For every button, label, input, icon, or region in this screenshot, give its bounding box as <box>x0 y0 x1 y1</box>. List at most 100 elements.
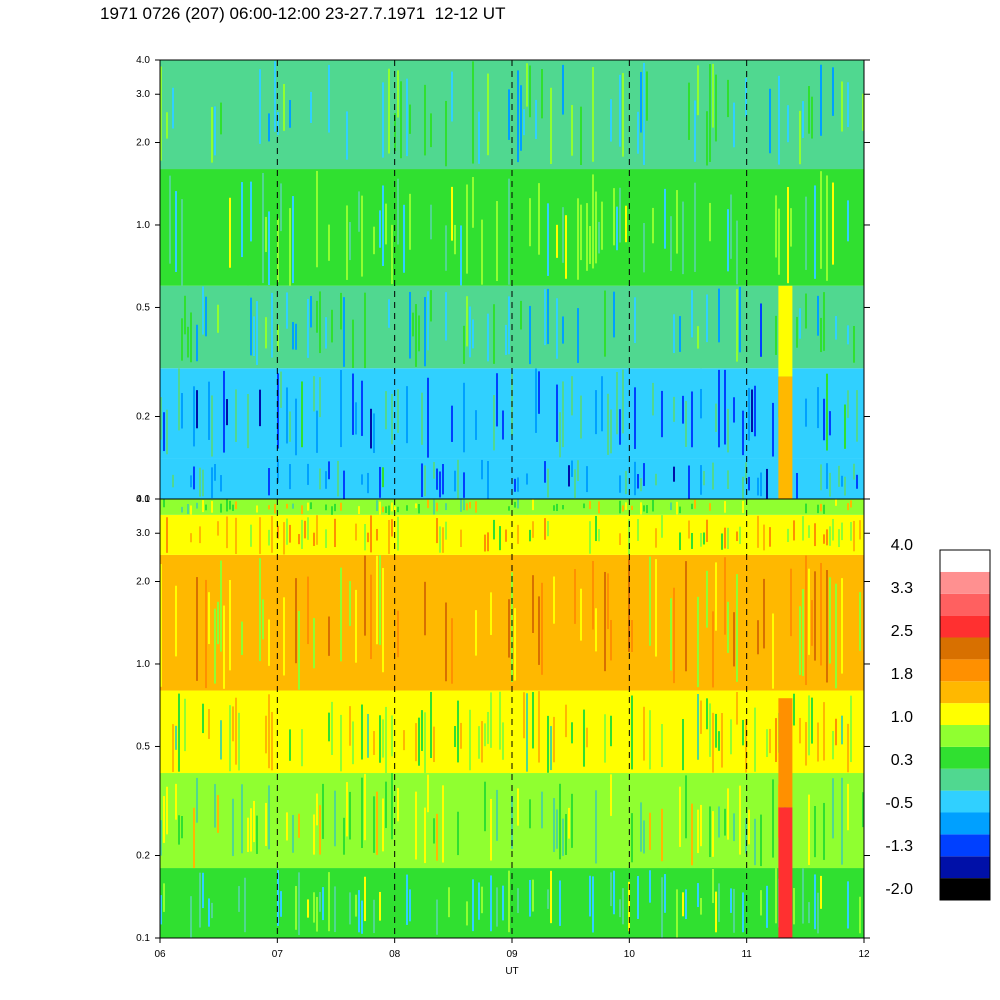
heatmap-cell <box>664 286 666 363</box>
heatmap-cell <box>190 533 192 543</box>
heatmap-cell <box>490 692 492 748</box>
heatmap-cell <box>373 413 375 453</box>
heatmap-cell <box>388 782 390 818</box>
heatmap-cell <box>202 570 204 631</box>
heatmap-cell <box>328 712 330 742</box>
heatmap-cell <box>817 892 819 934</box>
heatmap-cell <box>727 788 729 840</box>
heatmap-cell <box>274 527 276 555</box>
heatmap-cell <box>589 875 591 917</box>
heatmap-cell <box>340 292 342 330</box>
heatmap-cell <box>787 186 789 284</box>
heatmap-cell <box>229 579 231 671</box>
heatmap-cell <box>526 693 528 772</box>
heatmap-cell <box>445 503 447 511</box>
heatmap-cell <box>160 471 162 499</box>
heatmap-cell <box>619 475 621 493</box>
heatmap-cell <box>463 325 465 364</box>
heatmap-cell <box>610 872 612 907</box>
heatmap-cell <box>283 83 285 131</box>
heatmap-cell <box>529 65 531 118</box>
heatmap-cell <box>382 467 384 488</box>
heatmap-cell <box>355 523 357 541</box>
heatmap-cell <box>796 472 798 499</box>
heatmap-cell <box>544 518 546 540</box>
heatmap-cell <box>307 899 309 918</box>
heatmap-cell <box>670 502 672 511</box>
heatmap-cell <box>355 894 357 917</box>
heatmap-cell <box>673 587 675 684</box>
heatmap-cell <box>289 100 291 128</box>
heatmap-cell <box>724 369 726 445</box>
heatmap-cell <box>817 504 819 514</box>
heatmap-cell <box>508 178 510 285</box>
heatmap-cell <box>397 610 399 658</box>
heatmap-cell <box>646 505 648 514</box>
heatmap-cell <box>658 467 660 481</box>
heatmap-cell <box>166 409 168 455</box>
heatmap-cell <box>811 600 813 646</box>
heatmap-cell <box>616 206 618 251</box>
heatmap-cell <box>712 712 714 773</box>
heatmap-cell <box>568 533 570 548</box>
heatmap-cell <box>397 516 399 551</box>
heatmap-cell <box>652 523 654 542</box>
heatmap-cell <box>358 506 360 515</box>
heatmap-cell <box>592 527 594 539</box>
heatmap-cell <box>727 470 729 489</box>
heatmap-cell <box>610 99 612 142</box>
heatmap-cell <box>295 323 297 350</box>
heatmap-cell <box>817 225 819 254</box>
heatmap-cell <box>289 464 291 490</box>
y-tick-label: 1.0 <box>136 220 150 231</box>
heatmap-cell <box>409 889 411 922</box>
heatmap-cell <box>850 521 852 541</box>
heatmap-cell <box>610 619 612 661</box>
heatmap-cell <box>766 729 768 758</box>
heatmap-cell <box>727 209 729 272</box>
heatmap-cell <box>436 899 438 935</box>
heatmap-cell <box>553 286 555 334</box>
heatmap-cell <box>370 408 372 449</box>
heatmap-cell <box>709 465 711 486</box>
heatmap-cell <box>412 875 414 933</box>
heatmap-cell <box>214 712 216 761</box>
heatmap-cell <box>697 326 699 349</box>
heatmap-cell <box>826 570 828 683</box>
colorbar-label: 1.0 <box>891 709 913 726</box>
heatmap-cell <box>283 522 285 555</box>
heatmap-cell <box>334 322 336 354</box>
heatmap-cell <box>661 97 663 168</box>
heatmap-cell <box>478 882 480 920</box>
colorbar-label: 2.5 <box>891 623 913 640</box>
heatmap-cell <box>637 875 639 919</box>
heatmap-cell <box>247 393 249 449</box>
heatmap-cell <box>838 465 840 487</box>
heatmap-cell <box>199 526 201 544</box>
heatmap-cell <box>436 468 438 490</box>
heatmap-cell <box>502 474 504 490</box>
heatmap-cell <box>289 524 291 543</box>
heatmap-cell <box>532 879 534 912</box>
heatmap-cell <box>379 210 381 248</box>
heatmap-cell <box>808 695 810 756</box>
heatmap-cell <box>610 409 612 454</box>
heatmap-cell <box>565 813 567 855</box>
heatmap-cell <box>241 621 243 655</box>
colorbar-swatch <box>940 571 990 594</box>
heatmap-cell <box>415 503 417 509</box>
heatmap-cell <box>214 500 216 508</box>
heatmap-cell <box>682 618 684 656</box>
heatmap-cell <box>748 891 750 926</box>
heatmap-cell <box>547 889 549 909</box>
heatmap-cell <box>793 520 795 541</box>
heatmap-cell <box>733 397 735 423</box>
heatmap-cell <box>235 697 237 765</box>
heatmap-cell <box>775 565 777 677</box>
heatmap-cell <box>814 874 816 930</box>
y-tick-label: 1.0 <box>136 659 150 670</box>
heatmap-cell <box>712 203 714 281</box>
y-tick-label: 0.2 <box>136 412 150 423</box>
heatmap-cell <box>853 520 855 552</box>
heatmap-cell <box>571 376 573 416</box>
